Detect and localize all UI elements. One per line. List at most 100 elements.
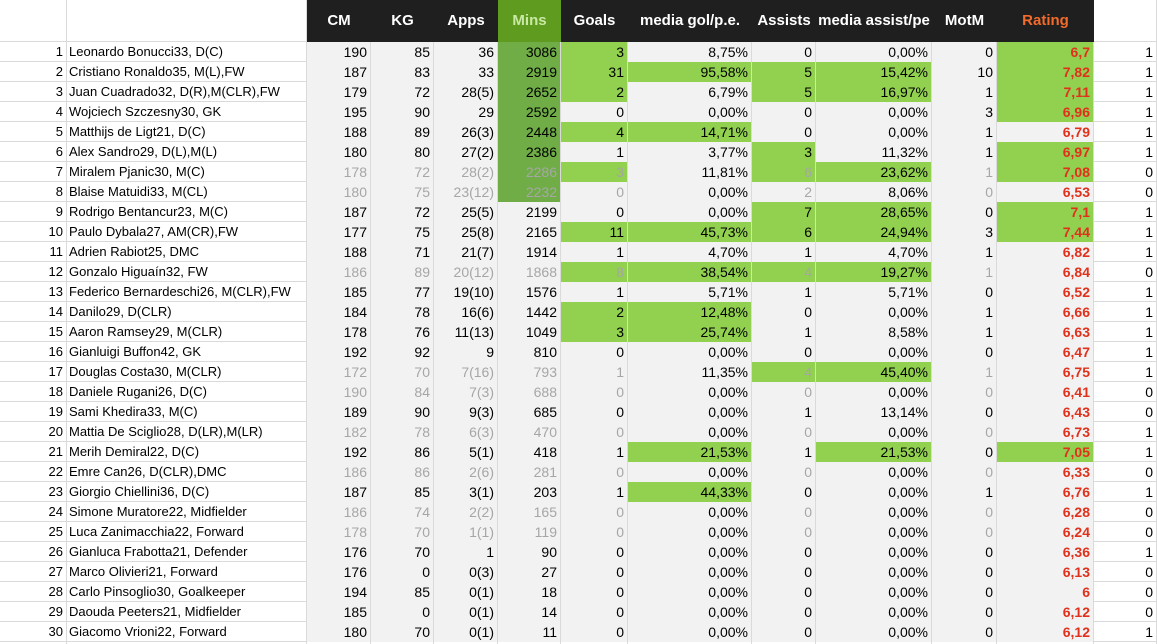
cell-x[interactable]: 1: [1145, 244, 1153, 260]
cell-name[interactable]: Matthijs de Ligt21, D(C): [69, 124, 206, 139]
cell-n[interactable]: 10: [48, 224, 63, 239]
cell-cm[interactable]: 186: [307, 502, 370, 522]
cell-mass[interactable]: 0,00%: [816, 122, 931, 142]
cell-assists[interactable]: 3: [752, 142, 815, 162]
cell-mass[interactable]: 0,00%: [816, 542, 931, 562]
cell-mins[interactable]: 3086: [498, 42, 560, 62]
cell-apps[interactable]: 28(5): [434, 82, 497, 102]
cell-motm[interactable]: 0: [932, 502, 996, 522]
cell-motm[interactable]: 0: [932, 182, 996, 202]
cell-mgol[interactable]: 8,75%: [628, 42, 751, 62]
cell-rating[interactable]: 6,63: [997, 322, 1093, 342]
cell-mass[interactable]: 0,00%: [816, 562, 931, 582]
cell-mgol[interactable]: 45,73%: [628, 222, 751, 242]
cell-mass[interactable]: 0,00%: [816, 622, 931, 642]
cell-n[interactable]: 12: [48, 264, 63, 279]
cell-apps[interactable]: 19(10): [434, 282, 497, 302]
cell-n[interactable]: 23: [48, 484, 63, 499]
cell-kg[interactable]: 75: [371, 182, 433, 202]
cell-x[interactable]: 1: [1145, 624, 1153, 640]
cell-x[interactable]: 0: [1145, 184, 1153, 200]
cell-x[interactable]: 1: [1145, 44, 1153, 60]
cell-cm[interactable]: 187: [307, 482, 370, 502]
cell-goals[interactable]: 1: [561, 442, 627, 462]
cell-goals[interactable]: 3: [561, 162, 627, 182]
cell-name[interactable]: Marco Olivieri21, Forward: [69, 564, 218, 579]
cell-cm[interactable]: 180: [307, 142, 370, 162]
cell-mgol[interactable]: 0,00%: [628, 202, 751, 222]
cell-apps[interactable]: 3(1): [434, 482, 497, 502]
cell-x[interactable]: 0: [1145, 604, 1153, 620]
cell-apps[interactable]: 36: [434, 42, 497, 62]
cell-mass[interactable]: 11,32%: [816, 142, 931, 162]
cell-cm[interactable]: 176: [307, 542, 370, 562]
cell-name[interactable]: Aaron Ramsey29, M(CLR): [69, 324, 223, 339]
cell-mins[interactable]: 1914: [498, 242, 560, 262]
cell-assists[interactable]: 5: [752, 62, 815, 82]
cell-kg[interactable]: 70: [371, 522, 433, 542]
cell-apps[interactable]: 0(3): [434, 562, 497, 582]
cell-mgol[interactable]: 95,58%: [628, 62, 751, 82]
cell-n[interactable]: 14: [48, 304, 63, 319]
cell-name[interactable]: Douglas Costa30, M(CLR): [69, 364, 222, 379]
cell-x[interactable]: 1: [1145, 144, 1153, 160]
cell-mgol[interactable]: 0,00%: [628, 402, 751, 422]
cell-n[interactable]: 2: [55, 64, 63, 79]
cell-cm[interactable]: 178: [307, 322, 370, 342]
cell-kg[interactable]: 72: [371, 202, 433, 222]
cell-goals[interactable]: 0: [561, 522, 627, 542]
cell-rating[interactable]: 6,97: [997, 142, 1093, 162]
cell-mass[interactable]: 0,00%: [816, 42, 931, 62]
cell-apps[interactable]: 7(16): [434, 362, 497, 382]
cell-assists[interactable]: 0: [752, 542, 815, 562]
cell-n[interactable]: 7: [55, 164, 63, 179]
header-apps[interactable]: Apps: [447, 12, 485, 29]
cell-motm[interactable]: 0: [932, 442, 996, 462]
cell-kg[interactable]: 86: [371, 462, 433, 482]
cell-apps[interactable]: 0(1): [434, 622, 497, 642]
cell-mass[interactable]: 0,00%: [816, 602, 931, 622]
cell-name[interactable]: Giacomo Vrioni22, Forward: [69, 624, 227, 639]
cell-mins[interactable]: 18: [498, 582, 560, 602]
cell-x[interactable]: 0: [1145, 584, 1153, 600]
cell-assists[interactable]: 5: [752, 82, 815, 102]
cell-name[interactable]: Wojciech Szczesny30, GK: [69, 104, 222, 119]
cell-goals[interactable]: 0: [561, 502, 627, 522]
cell-cm[interactable]: 194: [307, 582, 370, 602]
cell-cm[interactable]: 177: [307, 222, 370, 242]
cell-motm[interactable]: 0: [932, 282, 996, 302]
cell-goals[interactable]: 0: [561, 342, 627, 362]
cell-name[interactable]: Mattia De Sciglio28, D(LR),M(LR): [69, 424, 263, 439]
cell-cm[interactable]: 180: [307, 622, 370, 642]
cell-n[interactable]: 15: [48, 324, 63, 339]
cell-cm[interactable]: 187: [307, 62, 370, 82]
cell-mass[interactable]: 5,71%: [816, 282, 931, 302]
cell-mins[interactable]: 27: [498, 562, 560, 582]
cell-x[interactable]: 0: [1145, 164, 1153, 180]
cell-n[interactable]: 21: [48, 444, 63, 459]
cell-apps[interactable]: 2(6): [434, 462, 497, 482]
cell-mgol[interactable]: 0,00%: [628, 542, 751, 562]
cell-goals[interactable]: 1: [561, 242, 627, 262]
cell-kg[interactable]: 90: [371, 102, 433, 122]
cell-motm[interactable]: 0: [932, 42, 996, 62]
cell-goals[interactable]: 0: [561, 382, 627, 402]
cell-mins[interactable]: 1868: [498, 262, 560, 282]
cell-goals[interactable]: 8: [561, 262, 627, 282]
cell-kg[interactable]: 92: [371, 342, 433, 362]
cell-rating[interactable]: 6,43: [997, 402, 1093, 422]
cell-mins[interactable]: 1576: [498, 282, 560, 302]
cell-mins[interactable]: 1442: [498, 302, 560, 322]
cell-name[interactable]: Danilo29, D(CLR): [69, 304, 172, 319]
cell-apps[interactable]: 25(5): [434, 202, 497, 222]
cell-rating[interactable]: 6,73: [997, 422, 1093, 442]
cell-mass[interactable]: 0,00%: [816, 462, 931, 482]
cell-rating[interactable]: 6,12: [997, 602, 1093, 622]
cell-assists[interactable]: 7: [752, 202, 815, 222]
cell-mgol[interactable]: 11,35%: [628, 362, 751, 382]
cell-motm[interactable]: 1: [932, 262, 996, 282]
cell-mins[interactable]: 688: [498, 382, 560, 402]
cell-kg[interactable]: 76: [371, 322, 433, 342]
cell-rating[interactable]: 6,13: [997, 562, 1093, 582]
cell-goals[interactable]: 0: [561, 622, 627, 642]
